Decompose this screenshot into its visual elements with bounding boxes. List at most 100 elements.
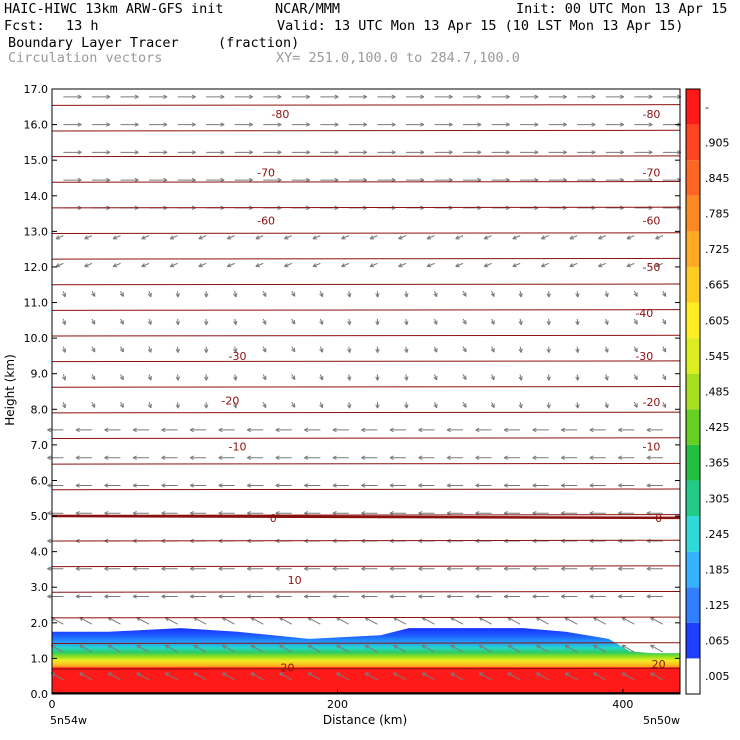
wind-vector-head xyxy=(589,483,594,486)
wind-vector-head xyxy=(47,596,52,599)
wind-vector-head xyxy=(291,376,296,381)
wind-vector-head xyxy=(418,594,423,597)
wind-vector-head xyxy=(577,348,580,353)
wind-vector-head xyxy=(189,429,194,433)
wind-vector-head xyxy=(446,568,451,571)
wind-vector-head xyxy=(418,457,423,460)
wind-vector-head xyxy=(275,540,280,544)
wind-vector-head xyxy=(250,645,254,649)
wind-vector-head xyxy=(334,122,339,126)
wind-vector-head xyxy=(291,349,296,353)
contour-label: 10 xyxy=(288,574,302,587)
colorbar-swatch xyxy=(686,444,700,481)
wind-vector-head xyxy=(483,235,488,240)
wind-vector-head xyxy=(262,293,267,297)
wind-vector-head xyxy=(47,485,52,488)
isotherm-line xyxy=(51,181,681,183)
wind-vector-head xyxy=(561,457,566,460)
colorbar-swatch xyxy=(686,124,700,161)
wind-vector-head xyxy=(305,94,310,98)
wind-vector-head xyxy=(218,457,223,460)
fcst-value: 13 h xyxy=(66,18,99,34)
wind-vector-head xyxy=(204,376,207,381)
wind-vector-head xyxy=(235,376,238,381)
wind-vector-head xyxy=(448,151,453,155)
isotherm-line xyxy=(51,309,681,311)
wind-vector-head xyxy=(662,349,666,353)
wind-vector-head xyxy=(503,511,508,514)
wind-vector-head xyxy=(391,207,396,211)
wind-vector-head xyxy=(648,94,653,98)
wind-vector-head xyxy=(589,596,594,599)
wind-vector-head xyxy=(361,485,366,488)
wind-vector-head xyxy=(503,427,508,431)
wind-vector-head xyxy=(593,645,597,649)
wind-vector-head xyxy=(275,566,280,570)
wind-vector-head xyxy=(55,235,60,240)
wind-vector-head xyxy=(304,596,309,599)
wind-vector-head xyxy=(64,320,67,325)
wind-vector-head xyxy=(136,645,140,649)
wind-vector-head xyxy=(532,455,537,459)
wind-vector-head xyxy=(163,124,168,127)
wind-vector-head xyxy=(418,511,423,514)
wind-vector xyxy=(398,235,407,240)
y-tick-label: 13.0 xyxy=(24,225,49,238)
wind-vector-head xyxy=(75,512,80,516)
wind-vector-head xyxy=(91,376,96,381)
wind-vector-head xyxy=(418,568,423,571)
wind-vector-head xyxy=(377,404,380,409)
wind-vector-head xyxy=(391,94,396,98)
wind-vector-head xyxy=(604,321,608,325)
wind-vector-head xyxy=(446,594,451,597)
wind-vector-head xyxy=(462,376,467,381)
wind-vector-head xyxy=(275,568,280,571)
wind-vector-head xyxy=(175,293,179,298)
wind-vector-head xyxy=(361,483,366,486)
wind-vector xyxy=(170,235,178,240)
wind-vector-head xyxy=(341,263,345,267)
wind-vector-head xyxy=(589,455,594,459)
wind-vector-head xyxy=(75,596,80,599)
y-tick-label: 5.0 xyxy=(31,510,49,523)
wind-vector-head xyxy=(177,404,180,409)
wind-vector-head xyxy=(648,150,653,153)
wind-vector-head xyxy=(532,594,537,597)
wind-vector-head xyxy=(363,122,368,126)
wind-vector-head xyxy=(132,594,137,597)
wind-vector-head xyxy=(478,672,483,677)
wind-vector-head xyxy=(169,263,174,267)
contour-label: -50 xyxy=(642,261,660,274)
wind-vector-head xyxy=(575,376,579,381)
wind-vector-head xyxy=(304,429,309,433)
wind-vector-head xyxy=(507,672,511,677)
wind-vector-head xyxy=(107,672,111,677)
wind-vector-head xyxy=(277,177,282,181)
wind-vector-head xyxy=(650,672,654,677)
wind-vector-head xyxy=(134,177,139,181)
wind-vector-head xyxy=(189,457,194,460)
wind-vector-head xyxy=(477,150,482,153)
wind-vector-head xyxy=(62,321,66,326)
wind-vector-head xyxy=(361,568,366,571)
wind-vector-head xyxy=(534,122,539,126)
wind-vector-head xyxy=(503,483,508,486)
wind-vector xyxy=(536,617,549,625)
wind-vector-head xyxy=(134,179,139,183)
wind-vector-head xyxy=(220,150,225,153)
wind-vector-head xyxy=(363,151,368,155)
contour-label: 20 xyxy=(281,661,295,674)
wind-vector-head xyxy=(349,348,352,353)
wind-vector-head xyxy=(389,511,394,514)
colorbar-label: .245 xyxy=(705,528,730,541)
field-name: Boundary Layer Tracer xyxy=(8,35,179,51)
colorbar-label: .305 xyxy=(705,492,730,505)
wind-vector-head xyxy=(389,566,394,570)
colorbar: .005 .065 .125 .185 .245 .305 .365 .425 .485 .545… xyxy=(685,88,730,695)
wind-vector-head xyxy=(163,177,168,181)
wind-vector-head xyxy=(389,457,394,460)
wind-vector-head xyxy=(112,235,117,240)
wind-vector-head xyxy=(193,672,197,677)
colorbar-swatch xyxy=(686,89,700,125)
wind-vector xyxy=(393,617,407,625)
